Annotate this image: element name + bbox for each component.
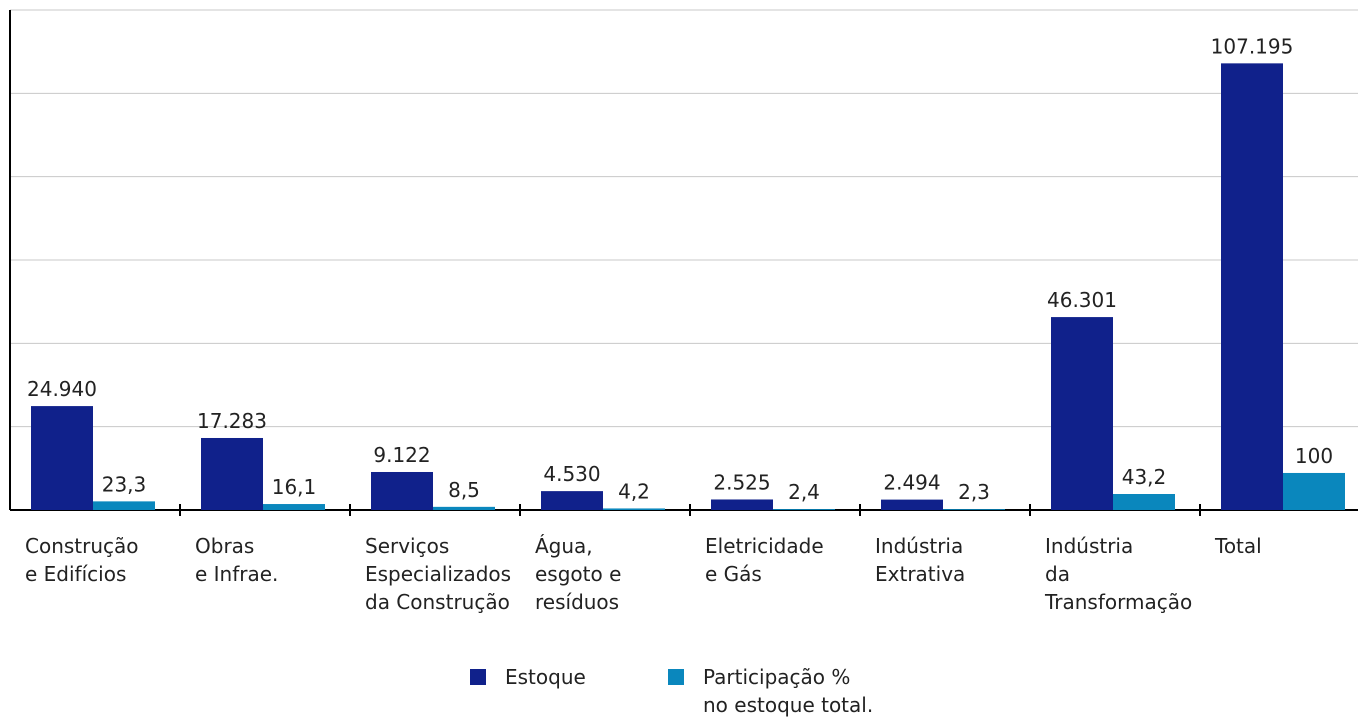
bar (1221, 63, 1283, 511)
data-label: 2.494 (883, 471, 940, 495)
legend-label: Estoque (505, 665, 586, 689)
bar (711, 499, 773, 510)
x-tick-label: Indústria Extrativa (875, 534, 966, 586)
data-label: 2,4 (788, 480, 820, 504)
x-tick-label: Eletricidade e Gás (705, 534, 824, 586)
bar (31, 406, 93, 510)
bar (881, 499, 943, 510)
x-tick-label: Construção e Edifícios (25, 534, 139, 586)
data-label: 16,1 (272, 475, 317, 499)
data-label: 43,2 (1122, 465, 1167, 489)
bar (263, 504, 325, 510)
data-label: 9.122 (373, 443, 430, 467)
data-label: 107.195 (1211, 34, 1294, 58)
data-label: 8,5 (448, 478, 480, 502)
bar (1051, 317, 1113, 510)
data-label: 24.940 (27, 377, 97, 401)
legend-swatch (668, 669, 684, 685)
x-tick-label: Total (1215, 534, 1262, 558)
x-tick-label: Água, esgoto e resíduos (535, 534, 622, 614)
data-label: 2.525 (713, 470, 770, 494)
data-label: 4.530 (543, 462, 600, 486)
bar (943, 509, 1005, 510)
bar (433, 506, 495, 510)
bar (541, 491, 603, 510)
data-label: 23,3 (102, 472, 147, 496)
x-tick-label: Indústria da Transformação (1045, 534, 1193, 614)
bar (1283, 472, 1345, 510)
bar (1113, 494, 1175, 510)
x-tick-label: Serviços Especializados da Construção (365, 534, 512, 614)
bar (773, 509, 835, 510)
bar (371, 471, 433, 510)
data-label: 17.283 (197, 409, 267, 433)
x-tick-label: Obras e Infrae. (195, 534, 279, 586)
legend-label: Participação % no estoque total. (703, 665, 874, 717)
data-label: 4,2 (618, 479, 650, 503)
data-label: 2,3 (958, 480, 990, 504)
data-label: 100 (1295, 444, 1333, 468)
legend-swatch (470, 669, 486, 685)
data-label: 46.301 (1047, 288, 1117, 312)
bar (93, 501, 155, 510)
bar (603, 508, 665, 510)
bar (201, 437, 263, 510)
